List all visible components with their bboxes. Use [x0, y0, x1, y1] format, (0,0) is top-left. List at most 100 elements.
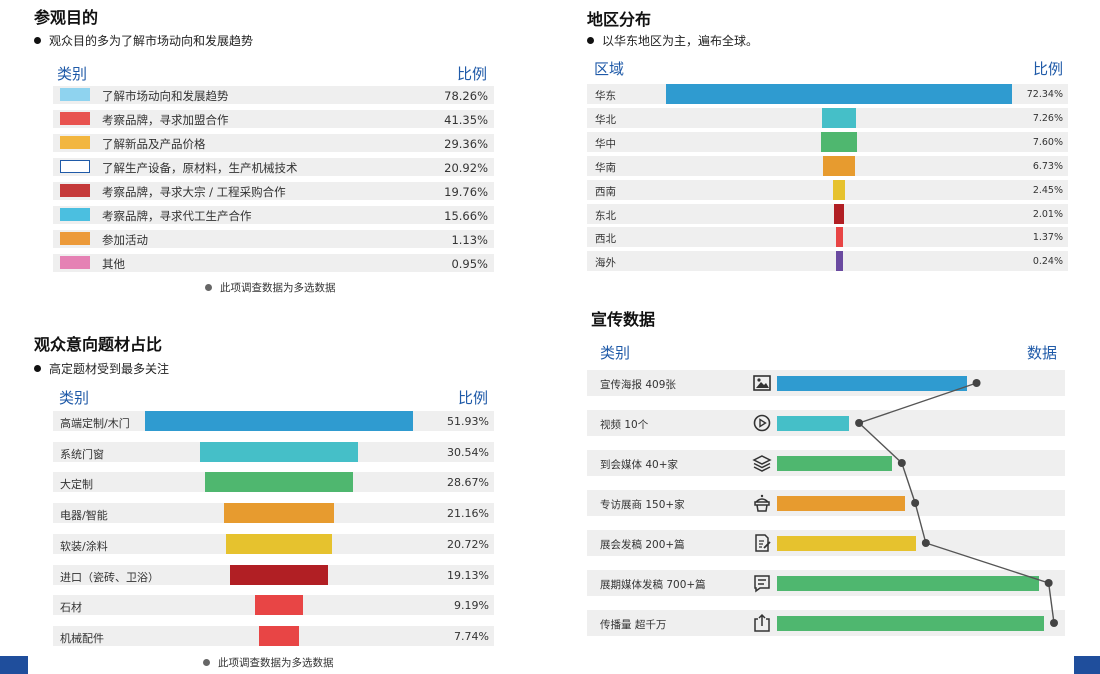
promo-bar — [777, 616, 1044, 631]
purpose-label: 了解新品及产品价格 — [102, 137, 206, 151]
interest-label: 系统门窗 — [60, 447, 104, 461]
purpose-title: 参观目的 — [34, 8, 99, 27]
region-col-category: 区域 — [594, 60, 625, 78]
purpose-label: 了解市场动向和发展趋势 — [102, 89, 229, 103]
interest-label: 高端定制/木门 — [60, 417, 130, 430]
bullet-icon — [34, 37, 41, 44]
bullet-icon — [34, 365, 41, 372]
interest-bar — [205, 472, 353, 493]
image-icon — [752, 373, 772, 393]
region-col-value: 比例 — [1033, 60, 1064, 78]
region-value: 1.37% — [1032, 232, 1063, 244]
promo-bar — [777, 416, 850, 431]
region-label: 东北 — [595, 209, 616, 222]
purpose-label: 考察品牌，寻求代工生产合作 — [102, 209, 252, 223]
message-icon — [752, 573, 772, 593]
region-value: 0.24% — [1032, 256, 1063, 268]
region-bar — [834, 203, 844, 224]
interest-col-category: 类别 — [59, 389, 90, 407]
interest-subtitle: 高定题材受到最多关注 — [34, 360, 169, 377]
interest-bar — [145, 411, 413, 431]
interest-value: 51.93% — [447, 415, 489, 428]
purpose-row — [53, 86, 494, 104]
purpose-row — [53, 182, 494, 200]
region-bar — [666, 84, 1012, 104]
purpose-row — [53, 206, 494, 224]
region-bar — [835, 227, 843, 248]
purpose-label: 考察品牌，寻求加盟合作 — [102, 113, 229, 127]
purpose-subtitle: 观众目的多为了解市场动向和发展趋势 — [34, 32, 253, 49]
interest-label: 电器/智能 — [60, 509, 108, 523]
interest-label: 大定制 — [60, 478, 93, 492]
promo-label: 到会媒体 40+家 — [600, 459, 678, 471]
interest-bar — [225, 533, 333, 554]
promo-bar — [777, 376, 967, 391]
promo-bar — [777, 576, 1039, 591]
promo-title: 宣传数据 — [591, 310, 656, 329]
promo-col-category: 类别 — [600, 344, 631, 362]
region-title: 地区分布 — [587, 10, 652, 29]
purpose-label: 参加活动 — [102, 233, 148, 247]
purpose-value: 41.35% — [444, 113, 488, 127]
promo-label: 传播量 超千万 — [600, 619, 667, 631]
purpose-swatch — [60, 88, 90, 101]
interest-value: 7.74% — [454, 629, 489, 643]
purpose-label: 了解生产设备，原材料，生产机械技术 — [102, 161, 298, 175]
promo-bar — [777, 536, 916, 551]
region-row — [587, 179, 1068, 200]
purpose-label: 其他 — [102, 257, 125, 271]
bullet-icon — [587, 37, 594, 44]
interest-note: 此项调查数据为多选数据 — [203, 655, 334, 670]
region-bar — [820, 131, 858, 152]
interest-bar — [224, 503, 334, 524]
region-label: 华中 — [595, 137, 616, 150]
region-bar — [833, 179, 845, 200]
interest-col-value: 比例 — [458, 389, 489, 407]
interest-value: 30.54% — [447, 445, 489, 459]
purpose-value: 0.95% — [451, 257, 488, 271]
purpose-swatch — [60, 232, 90, 245]
purpose-value: 15.66% — [444, 209, 488, 223]
purpose-col-category: 类别 — [57, 65, 88, 83]
promo-trend-point — [897, 459, 906, 467]
interest-bar — [229, 564, 329, 585]
layers-icon — [752, 453, 772, 473]
booth-icon — [752, 493, 772, 513]
interest-label: 机械配件 — [60, 631, 104, 645]
region-row — [587, 203, 1068, 224]
interest-bar — [255, 595, 303, 616]
interest-bar — [200, 441, 358, 462]
purpose-value: 19.76% — [444, 185, 488, 199]
promo-label: 专访展商 150+家 — [600, 499, 685, 511]
region-bar — [822, 155, 856, 176]
purpose-label: 考察品牌，寻求大宗 / 工程采购合作 — [102, 185, 286, 199]
region-value: 6.73% — [1032, 160, 1063, 172]
interest-label: 软装/涂料 — [60, 539, 108, 553]
promo-label: 宣传海报 409张 — [600, 379, 676, 391]
region-value: 72.34% — [1026, 89, 1063, 100]
purpose-row — [53, 158, 494, 176]
promo-trend-point — [1044, 579, 1053, 587]
interest-value: 21.16% — [447, 507, 489, 521]
region-row — [587, 251, 1068, 272]
interest-label: 石材 — [60, 601, 82, 615]
promo-trend-point — [911, 499, 920, 507]
interest-value: 28.67% — [447, 476, 489, 490]
promo-bar — [777, 496, 906, 511]
purpose-note: 此项调查数据为多选数据 — [205, 280, 336, 295]
region-label: 海外 — [595, 257, 616, 270]
purpose-swatch — [60, 160, 90, 173]
purpose-row — [53, 110, 494, 128]
promo-label: 展会发稿 200+篇 — [600, 539, 685, 551]
purpose-value: 1.13% — [451, 233, 488, 247]
share-icon — [752, 613, 772, 633]
purpose-row — [53, 134, 494, 152]
region-value: 7.60% — [1032, 136, 1063, 148]
interest-bar — [259, 625, 299, 646]
promo-trend-point — [921, 539, 930, 547]
interest-value: 20.72% — [447, 537, 489, 551]
region-subtitle: 以华东地区为主，遍布全球。 — [587, 32, 758, 49]
purpose-swatch — [60, 136, 90, 149]
promo-bar — [777, 456, 892, 471]
